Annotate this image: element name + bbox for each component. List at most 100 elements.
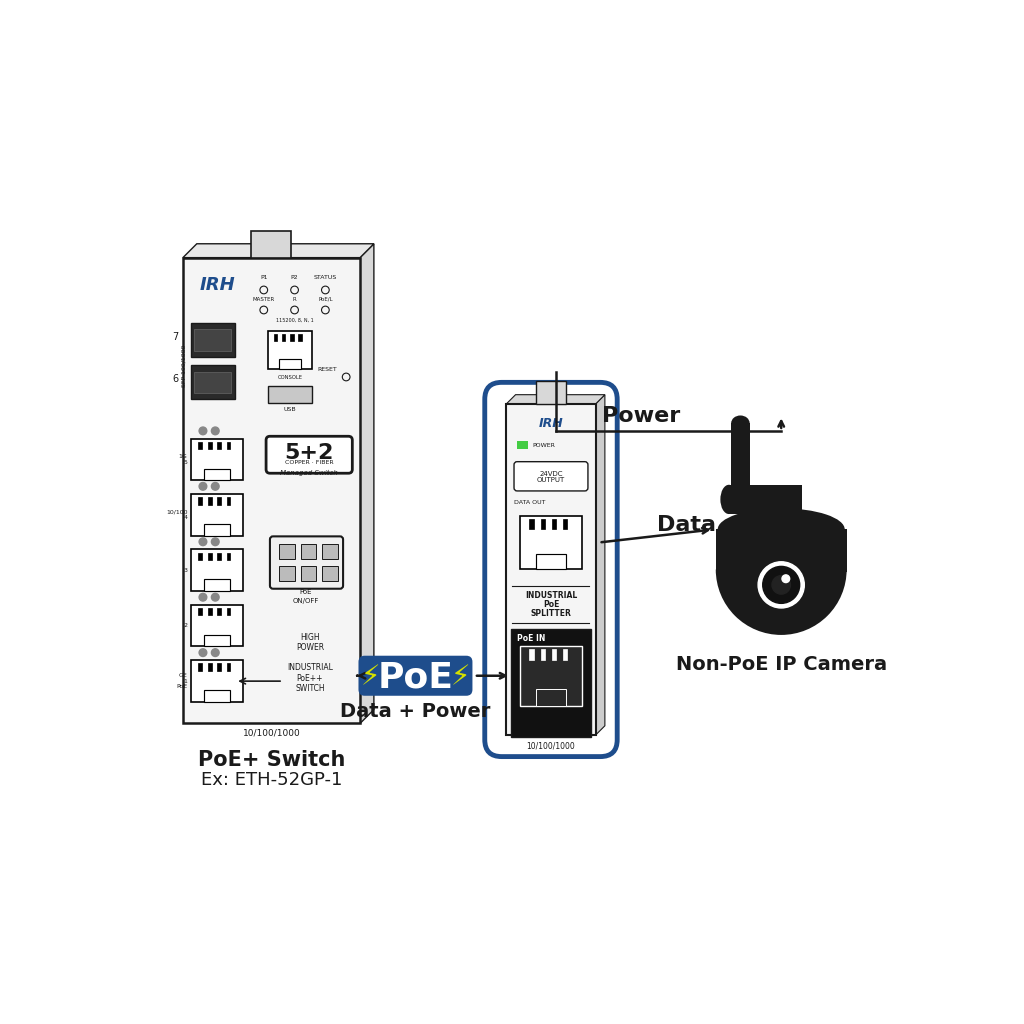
Bar xyxy=(506,403,596,735)
Bar xyxy=(199,441,202,450)
Text: COPPER · FIBER: COPPER · FIBER xyxy=(285,460,334,465)
Bar xyxy=(716,529,847,571)
Bar xyxy=(208,664,212,671)
Circle shape xyxy=(751,554,812,615)
Text: GE
1
PoE: GE 1 PoE xyxy=(176,673,187,689)
Bar xyxy=(183,258,360,724)
Bar xyxy=(536,689,566,706)
Polygon shape xyxy=(360,244,374,724)
Text: Data + Power: Data + Power xyxy=(340,702,490,721)
Bar xyxy=(274,334,278,341)
Circle shape xyxy=(211,593,219,601)
Bar xyxy=(517,441,528,449)
Text: 3: 3 xyxy=(183,567,187,572)
Bar xyxy=(190,438,243,480)
Text: 2: 2 xyxy=(183,624,187,628)
Bar xyxy=(195,330,231,351)
Text: Ex: ETH-52GP-1: Ex: ETH-52GP-1 xyxy=(201,771,342,790)
Bar xyxy=(208,553,212,560)
Text: SPLITTER: SPLITTER xyxy=(530,609,571,618)
Text: INDUSTRIAL: INDUSTRIAL xyxy=(525,591,578,600)
Bar xyxy=(536,554,566,568)
Text: 5+2: 5+2 xyxy=(285,443,334,463)
Bar xyxy=(226,441,230,450)
Text: 1G
5: 1G 5 xyxy=(179,455,187,465)
Bar xyxy=(252,230,292,258)
Bar xyxy=(520,516,582,568)
Bar xyxy=(298,334,301,341)
Text: PoE IN: PoE IN xyxy=(517,634,546,643)
Text: INDUSTRIAL: INDUSTRIAL xyxy=(287,664,333,673)
Bar xyxy=(190,660,243,701)
Text: HIGH
POWER: HIGH POWER xyxy=(296,633,324,652)
Bar xyxy=(280,565,295,581)
Text: P1: P1 xyxy=(260,275,267,281)
Bar xyxy=(199,553,202,560)
Bar xyxy=(729,484,802,514)
Wedge shape xyxy=(716,569,847,635)
Bar xyxy=(541,519,545,528)
Bar xyxy=(190,494,243,536)
FancyBboxPatch shape xyxy=(270,537,343,589)
Bar xyxy=(731,423,750,508)
Circle shape xyxy=(199,593,207,601)
Text: Managed Switch: Managed Switch xyxy=(281,470,338,476)
Ellipse shape xyxy=(718,508,845,551)
Text: IRH: IRH xyxy=(200,276,236,294)
Text: Data: Data xyxy=(657,515,716,535)
Bar xyxy=(291,334,294,341)
Bar xyxy=(190,550,243,591)
Text: Power: Power xyxy=(602,406,680,426)
Circle shape xyxy=(199,482,207,490)
Circle shape xyxy=(199,427,207,435)
Bar xyxy=(301,544,316,559)
Text: USB: USB xyxy=(284,407,296,412)
Bar xyxy=(323,544,338,559)
Bar xyxy=(323,565,338,581)
Bar xyxy=(279,358,301,370)
Bar xyxy=(226,664,230,671)
Text: 6: 6 xyxy=(172,375,178,384)
FancyBboxPatch shape xyxy=(358,655,472,695)
Text: 10/100/1000: 10/100/1000 xyxy=(243,728,300,737)
Bar xyxy=(204,580,230,591)
Circle shape xyxy=(211,482,219,490)
Bar xyxy=(562,519,567,528)
Bar xyxy=(217,664,221,671)
Text: 10/100
4: 10/100 4 xyxy=(166,510,187,520)
Ellipse shape xyxy=(731,416,750,431)
Circle shape xyxy=(772,575,791,594)
Bar xyxy=(283,334,286,341)
FancyBboxPatch shape xyxy=(514,462,588,490)
Text: POWER: POWER xyxy=(532,443,555,449)
Text: PoE++: PoE++ xyxy=(297,674,324,683)
Text: 7: 7 xyxy=(172,332,178,342)
Circle shape xyxy=(758,562,804,608)
Text: IRH: IRH xyxy=(539,417,563,430)
Bar xyxy=(562,649,567,659)
Polygon shape xyxy=(596,394,605,735)
Bar xyxy=(208,441,212,450)
Bar xyxy=(511,629,591,736)
Bar xyxy=(267,331,312,370)
Bar xyxy=(208,497,212,505)
Circle shape xyxy=(763,566,800,603)
Bar xyxy=(552,519,556,528)
Bar xyxy=(190,366,236,399)
Text: SFP 100/1000: SFP 100/1000 xyxy=(182,344,187,387)
Bar xyxy=(204,469,230,480)
Text: Non-PoE IP Camera: Non-PoE IP Camera xyxy=(676,654,887,674)
Bar xyxy=(280,544,295,559)
Bar xyxy=(204,690,230,701)
Bar xyxy=(199,608,202,615)
Text: STATUS: STATUS xyxy=(313,275,337,281)
Text: ON/OFF: ON/OFF xyxy=(293,598,319,604)
Polygon shape xyxy=(506,394,605,403)
Text: PoE/L: PoE/L xyxy=(318,297,333,302)
Bar xyxy=(529,649,534,659)
Bar xyxy=(217,553,221,560)
Circle shape xyxy=(211,427,219,435)
Bar xyxy=(208,608,212,615)
Text: SWITCH: SWITCH xyxy=(295,684,325,693)
Circle shape xyxy=(211,538,219,546)
